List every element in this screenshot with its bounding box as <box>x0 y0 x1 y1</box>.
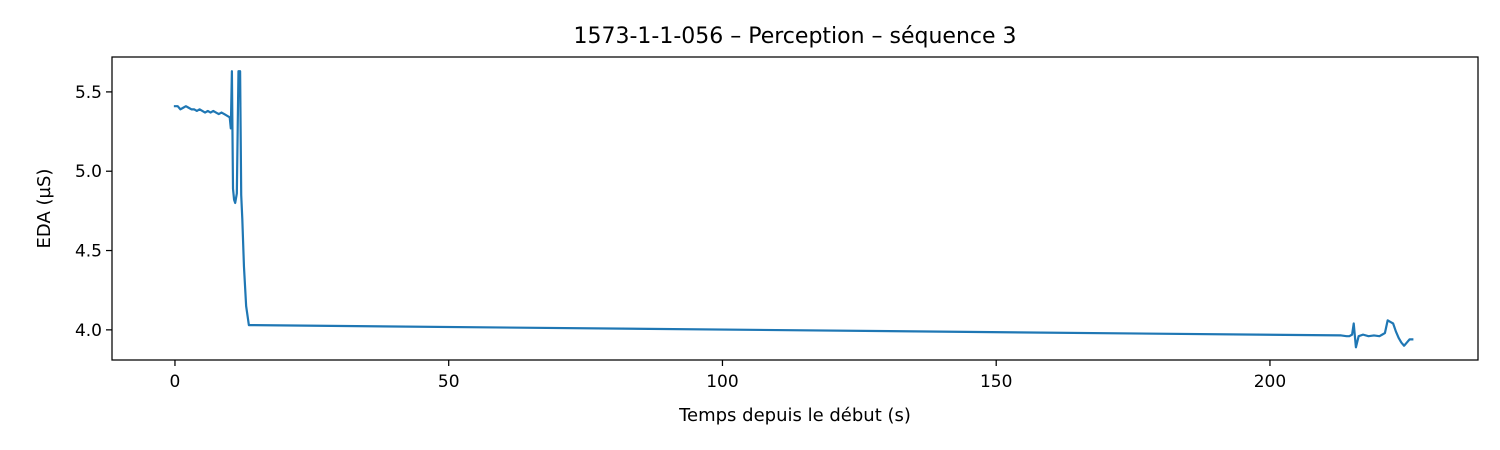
y-tick-label: 4.0 <box>75 321 102 341</box>
y-axis-label: EDA (µS) <box>34 169 55 249</box>
series-layer <box>173 70 1414 349</box>
plot-frame <box>111 56 1479 361</box>
x-tick-label: 150 <box>980 372 1012 392</box>
y-tick-label: 5.0 <box>75 162 102 182</box>
eda-series-line <box>173 70 1414 349</box>
y-tick-label: 5.5 <box>75 83 102 103</box>
x-tick-label: 200 <box>1254 372 1286 392</box>
x-tick-label: 100 <box>706 372 738 392</box>
y-axis-ticks: 4.0 4.5 5.0 5.5 <box>75 83 112 341</box>
y-tick-label: 4.5 <box>75 242 102 262</box>
x-tick-label: 0 <box>170 372 181 392</box>
x-axis-ticks: 0 50 100 150 200 <box>170 360 1286 392</box>
x-axis-label: Temps depuis le début (s) <box>678 405 911 426</box>
x-tick-label: 50 <box>438 372 460 392</box>
chart-title: 1573-1-1-056 – Perception – séquence 3 <box>573 24 1016 49</box>
